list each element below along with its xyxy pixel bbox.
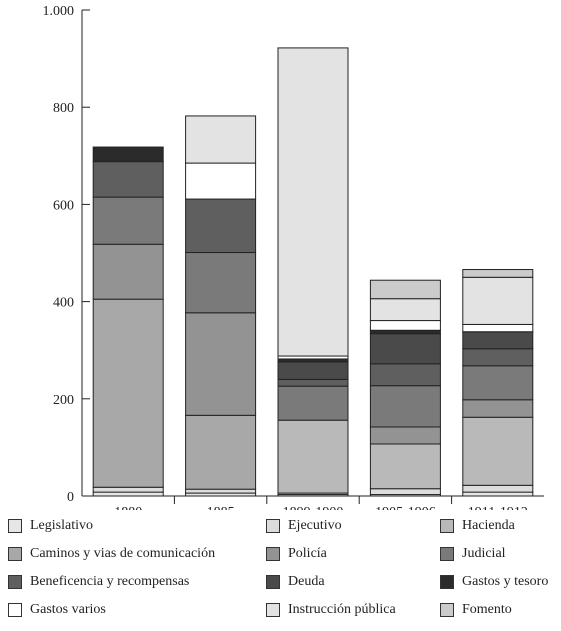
bar-segment (369, 329, 441, 335)
x-tick-label: 1880 (114, 505, 142, 510)
bar-stack (462, 269, 534, 497)
x-axis: 1880 1885 1899-1900 1905-1906 1911-1912 (82, 495, 544, 510)
y-tick-label: 200 (53, 393, 74, 408)
bar-segment (185, 162, 257, 200)
bar-segment (92, 491, 164, 497)
bar-segment (462, 331, 534, 350)
bar-segment (185, 488, 257, 494)
bar-segment (462, 348, 534, 367)
legend-label: Instrucción pública (288, 602, 396, 617)
x-tick-label: 1899-1900 (283, 505, 344, 510)
bar-segment (277, 419, 349, 494)
legend-item: Instrucción pública (266, 600, 396, 620)
legend-label: Legislativo (30, 518, 93, 533)
legend-item: Hacienda (440, 516, 515, 536)
bar-segment (462, 269, 534, 278)
y-axis: 0 200 400 600 800 1.000 (43, 4, 90, 505)
y-tick-label: 800 (53, 101, 74, 116)
bar-segment (462, 416, 534, 486)
legend-item: Beneficencia y recompensas (8, 572, 189, 592)
legend-label: Ejecutivo (288, 518, 342, 533)
x-tick-label: 1911-1912 (468, 505, 528, 510)
bar-segment (185, 414, 257, 490)
legend-item: Policía (266, 544, 327, 564)
bar-segment (369, 443, 441, 490)
legend-swatch (8, 547, 22, 561)
legend-item: Gastos y tesoro (440, 572, 548, 592)
x-tick-label: 1885 (207, 505, 235, 510)
bar-stack (92, 146, 164, 497)
y-tick-label: 600 (53, 198, 74, 213)
bar-segment (92, 298, 164, 488)
bar-segment (462, 323, 534, 333)
legend-label: Deuda (288, 574, 325, 589)
legend-swatch (8, 603, 22, 617)
bar-segment (369, 298, 441, 322)
bar-segment (277, 385, 349, 421)
legend-label: Policía (288, 546, 327, 561)
legend-label: Caminos y vias de comunicación (30, 546, 216, 561)
bar-segment (185, 312, 257, 416)
legend-item: Judicial (440, 544, 506, 564)
bar-stack (369, 279, 441, 497)
bar-segment (462, 484, 534, 493)
bar-segment (92, 146, 164, 163)
bar-segment (369, 363, 441, 387)
legend-swatch (440, 547, 454, 561)
bar-segment (92, 196, 164, 245)
legend-item: Deuda (266, 572, 325, 592)
legend-swatch (8, 575, 22, 589)
bar-segment (462, 276, 534, 325)
bar-segment (462, 365, 534, 401)
y-tick-label: 400 (53, 296, 74, 311)
bar-segment (369, 385, 441, 428)
legend-swatch (440, 519, 454, 533)
bar-segment (369, 320, 441, 331)
y-tick-label: 0 (67, 490, 74, 505)
legend-swatch (266, 519, 280, 533)
x-tick-label: 1905-1906 (375, 505, 436, 510)
legend-label: Hacienda (462, 518, 515, 533)
bar-segment (369, 279, 441, 300)
legend-label: Judicial (462, 546, 506, 561)
bar-stack (277, 47, 349, 497)
bar-segment (462, 399, 534, 418)
bar-segment (462, 491, 534, 497)
y-tick-label: 1.000 (43, 4, 75, 19)
stacked-bar-chart: 0 200 400 600 800 1.000 1880 1885 1899-1900 1905… (43, 4, 544, 510)
bar-segment (92, 161, 164, 198)
bar-segment (185, 115, 257, 164)
legend-label: Gastos y tesoro (462, 574, 549, 589)
legend-swatch (266, 547, 280, 561)
legend: Legislativo Caminos y vias de comunicació… (8, 518, 561, 630)
bar-segment (92, 243, 164, 300)
legend-swatch (266, 603, 280, 617)
bar-segment (369, 426, 441, 445)
bar-segment (185, 252, 257, 314)
bars (92, 47, 534, 497)
bar-segment (369, 488, 441, 496)
bar-segment (277, 361, 349, 380)
legend-label: Gastos varios (30, 602, 106, 617)
bar-segment (277, 378, 349, 387)
legend-item: Gastos varios (8, 600, 106, 620)
legend-swatch (440, 575, 454, 589)
legend-item: Ejecutivo (266, 516, 342, 536)
bar-segment (92, 486, 164, 493)
bar-stack (185, 115, 257, 497)
bar-segment (369, 333, 441, 365)
legend-swatch (8, 519, 22, 533)
legend-label: Fomento (462, 602, 512, 617)
legend-swatch (440, 603, 454, 617)
bar-segment (277, 47, 349, 357)
legend-swatch (266, 575, 280, 589)
legend-item: Legislativo (8, 516, 93, 536)
bar-segment (185, 198, 257, 254)
legend-label: Beneficencia y recompensas (30, 574, 190, 589)
legend-item: Fomento (440, 600, 512, 620)
legend-item: Caminos y vias de comunicación (8, 544, 215, 564)
